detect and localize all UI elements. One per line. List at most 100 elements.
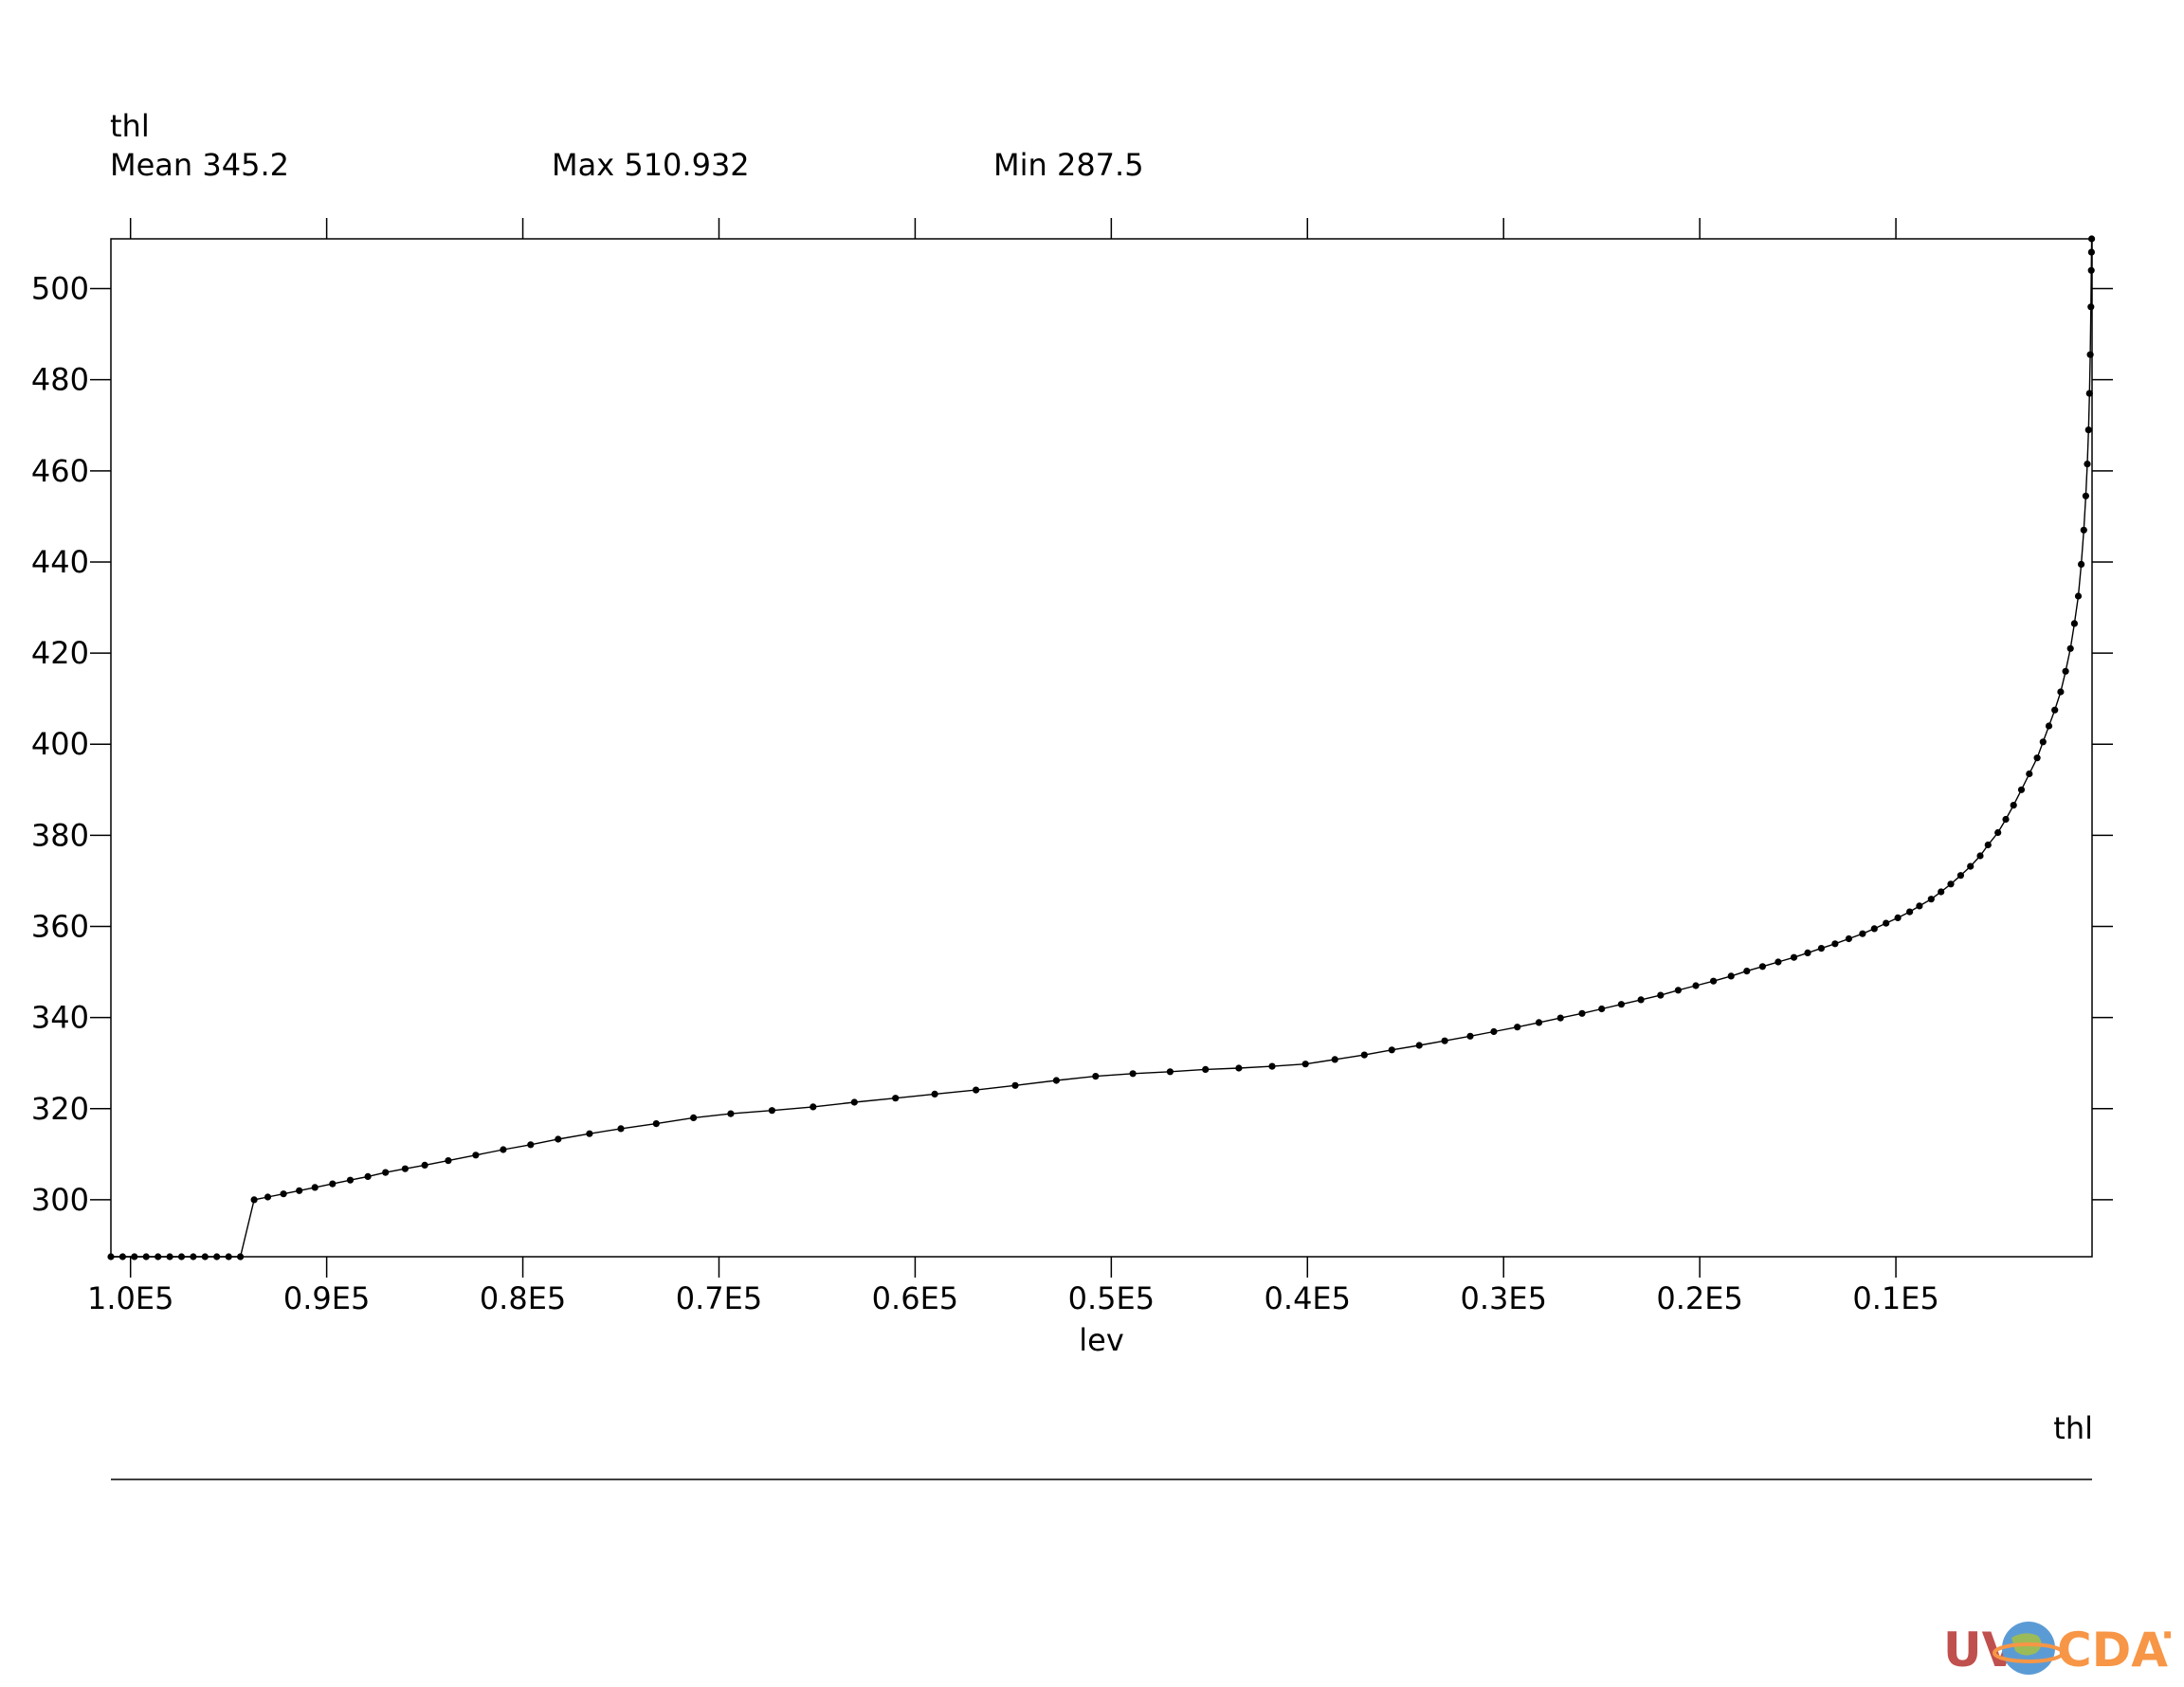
data-point (1727, 972, 1735, 980)
data-point (1956, 872, 1964, 880)
data-point (2074, 592, 2083, 600)
data-point (1637, 996, 1645, 1004)
data-point (617, 1125, 625, 1133)
y-tick-label: 300 (31, 1182, 89, 1218)
data-point (1817, 945, 1825, 952)
data-point (213, 1253, 221, 1261)
data-point (1052, 1077, 1060, 1084)
data-point (421, 1161, 428, 1169)
data-point (1535, 1019, 1543, 1026)
data-point (1490, 1027, 1498, 1036)
y-tick-label: 460 (31, 453, 89, 489)
x-tick-label: 0.3E5 (1460, 1280, 1546, 1316)
data-point (1894, 914, 1902, 922)
data-point (1129, 1070, 1137, 1078)
data-point (1415, 1042, 1423, 1049)
data-point (1976, 852, 1984, 860)
data-point (2087, 266, 2095, 274)
data-point (931, 1090, 938, 1097)
y-tick-label: 380 (31, 817, 89, 853)
data-point (1845, 934, 1852, 943)
x-tick-label: 0.8E5 (480, 1280, 566, 1316)
data-point (2039, 738, 2047, 746)
data-point (2045, 722, 2053, 730)
data-point (527, 1141, 535, 1149)
data-point (1674, 987, 1682, 994)
data-point (2088, 235, 2096, 243)
chart-header: thl Mean 345.2 Max 510.932 Min 287.5 (110, 108, 1144, 183)
x-tick-label: 0.6E5 (872, 1280, 958, 1316)
data-point (1710, 977, 1718, 985)
data-point (2066, 644, 2074, 652)
y-tick-label: 420 (31, 635, 89, 671)
data-point (1967, 862, 1975, 870)
data-point (2087, 303, 2095, 311)
data-point (555, 1135, 562, 1143)
data-point (892, 1095, 900, 1102)
data-point (1804, 949, 1811, 957)
mean-stat: Mean 345.2 (110, 147, 289, 183)
data-point (311, 1184, 318, 1191)
variable-name: thl (110, 108, 150, 144)
data-point (973, 1086, 980, 1094)
data-point (177, 1253, 186, 1261)
data-point (1906, 908, 1914, 916)
data-point (2087, 248, 2095, 256)
data-point (2057, 688, 2065, 696)
y-axis: 300 320 340 360 380 400 420 440 460 480 500 (31, 271, 2113, 1218)
series-layer (107, 235, 2096, 1261)
data-point (472, 1152, 480, 1159)
data-point (1883, 919, 1890, 927)
data-point (652, 1120, 660, 1128)
y-tick-label: 320 (31, 1091, 89, 1127)
y-tick-label: 340 (31, 1000, 89, 1036)
data-point (1578, 1009, 1586, 1017)
legend-label: thl (2053, 1410, 2093, 1446)
data-point (2051, 706, 2059, 714)
data-point (131, 1253, 138, 1261)
data-point (296, 1187, 303, 1194)
data-point (2084, 426, 2092, 434)
data-point (1984, 841, 1992, 849)
data-point (1598, 1005, 1606, 1013)
data-point (1360, 1051, 1368, 1059)
data-point (1092, 1073, 1100, 1080)
x-tick-label: 1.0E5 (87, 1280, 173, 1316)
data-point (2082, 492, 2089, 499)
y-tick-label: 440 (31, 544, 89, 580)
data-point (2026, 770, 2033, 778)
data-point (727, 1110, 735, 1117)
data-point (1166, 1068, 1174, 1076)
data-point (346, 1176, 355, 1184)
data-point (1441, 1037, 1448, 1044)
data-point (1916, 902, 1923, 910)
data-point (1870, 925, 1878, 933)
data-point (1927, 896, 1935, 903)
data-point (2010, 802, 2017, 809)
data-point (1657, 991, 1665, 999)
data-point (2033, 754, 2041, 762)
data-point (250, 1196, 258, 1204)
data-point (2070, 620, 2078, 627)
data-point (1202, 1065, 1210, 1073)
data-point (1268, 1062, 1276, 1070)
x-tick-label: 0.4E5 (1265, 1280, 1351, 1316)
data-point (382, 1169, 390, 1176)
plot-frame (110, 238, 2093, 1258)
y-tick-label: 360 (31, 909, 89, 945)
y-tick-label: 400 (31, 726, 89, 762)
data-point (1235, 1064, 1243, 1072)
globe-icon (1993, 1622, 2065, 1675)
data-point (329, 1180, 337, 1188)
data-point (690, 1114, 698, 1121)
max-stat: Max 510.932 (552, 147, 750, 183)
data-point (401, 1165, 409, 1172)
data-point (1331, 1056, 1338, 1063)
series-line (111, 238, 2093, 1258)
x-tick-label: 0.9E5 (283, 1280, 370, 1316)
data-point (2017, 786, 2026, 793)
data-point (201, 1253, 209, 1261)
data-point (2084, 461, 2091, 468)
x-tick-label: 0.2E5 (1656, 1280, 1742, 1316)
data-point (445, 1157, 452, 1165)
